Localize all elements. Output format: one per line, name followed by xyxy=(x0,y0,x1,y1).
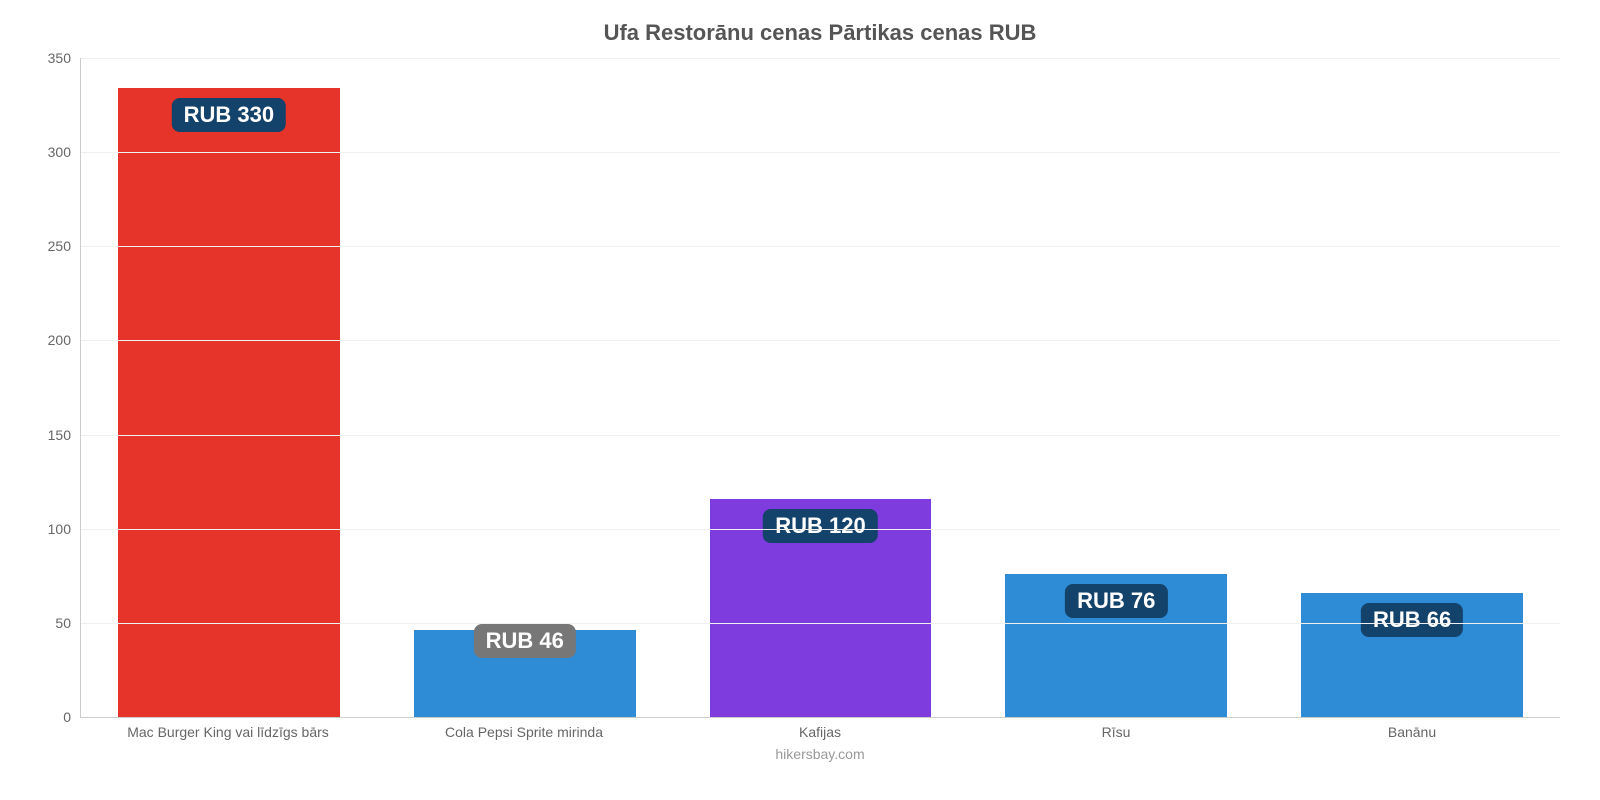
chart-title: Ufa Restorānu cenas Pārtikas cenas RUB xyxy=(80,20,1560,46)
x-axis-label: Cola Pepsi Sprite mirinda xyxy=(376,724,672,740)
value-badge: RUB 120 xyxy=(763,509,877,543)
grid-line xyxy=(81,246,1560,247)
bar-slot: RUB 66 xyxy=(1264,58,1560,717)
bar: RUB 76 xyxy=(1005,574,1227,717)
grid-line xyxy=(81,58,1560,59)
x-axis-labels: Mac Burger King vai līdzīgs bārsCola Pep… xyxy=(80,724,1560,740)
x-axis-label: Rīsu xyxy=(968,724,1264,740)
y-tick-label: 50 xyxy=(55,615,81,631)
y-tick-label: 0 xyxy=(63,709,81,725)
value-badge: RUB 66 xyxy=(1361,603,1463,637)
bar: RUB 120 xyxy=(710,499,932,717)
chart-container: Ufa Restorānu cenas Pārtikas cenas RUB R… xyxy=(0,0,1600,800)
y-tick-label: 200 xyxy=(48,332,81,348)
bar-slot: RUB 120 xyxy=(673,58,969,717)
bar: RUB 66 xyxy=(1301,593,1523,717)
bar-slot: RUB 76 xyxy=(968,58,1264,717)
plot-area: RUB 330RUB 46RUB 120RUB 76RUB 66 0501001… xyxy=(80,58,1560,718)
y-tick-label: 250 xyxy=(48,238,81,254)
y-tick-label: 300 xyxy=(48,144,81,160)
grid-line xyxy=(81,529,1560,530)
value-badge: RUB 76 xyxy=(1065,584,1167,618)
y-tick-label: 100 xyxy=(48,521,81,537)
y-tick-label: 150 xyxy=(48,427,81,443)
grid-line xyxy=(81,435,1560,436)
grid-line xyxy=(81,623,1560,624)
grid-line xyxy=(81,340,1560,341)
value-badge: RUB 330 xyxy=(172,98,286,132)
grid-line xyxy=(81,152,1560,153)
x-axis-label: Kafijas xyxy=(672,724,968,740)
bar-slot: RUB 330 xyxy=(81,58,377,717)
value-badge: RUB 46 xyxy=(474,624,576,658)
x-axis-label: Mac Burger King vai līdzīgs bārs xyxy=(80,724,376,740)
bar-slot: RUB 46 xyxy=(377,58,673,717)
x-axis-label: Banānu xyxy=(1264,724,1560,740)
credit-text: hikersbay.com xyxy=(80,746,1560,762)
bar: RUB 46 xyxy=(414,630,636,717)
bars-row: RUB 330 RUB 46 RUB 120 RUB 76 RUB 66 xyxy=(81,58,1560,717)
y-tick-label: 350 xyxy=(48,50,81,66)
